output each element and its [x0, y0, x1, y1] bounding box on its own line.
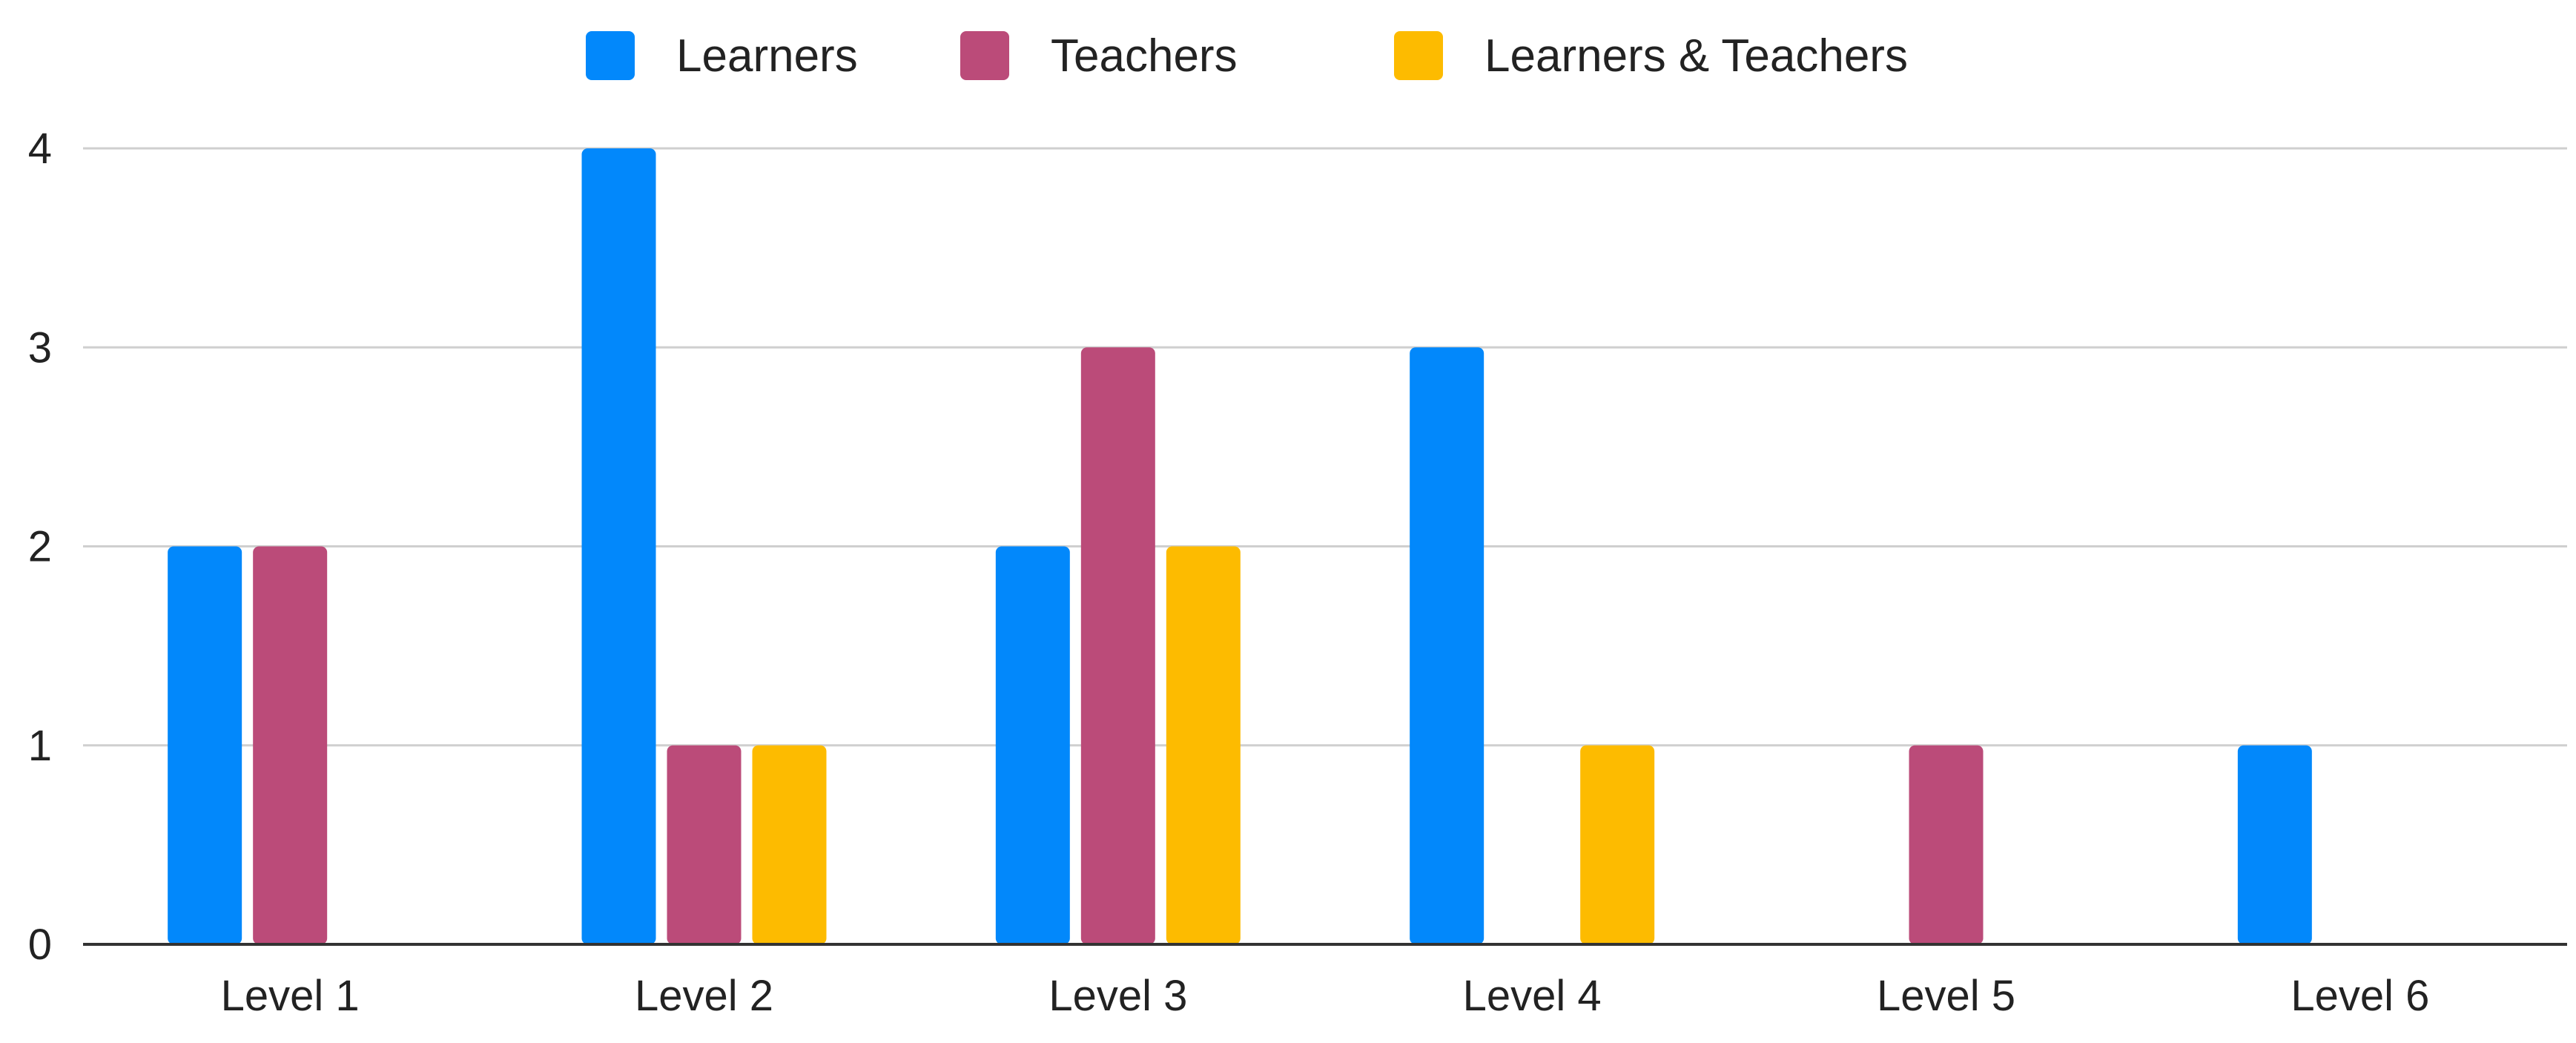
bar: [2237, 745, 2312, 944]
legend-label: Teachers: [1051, 30, 1238, 82]
x-tick-label: Level 2: [635, 972, 773, 1020]
legend-item: Learners & Teachers: [1394, 30, 1908, 82]
grid-lines: [83, 147, 2567, 747]
legend-item: Learners: [586, 30, 858, 82]
y-tick-label: 3: [28, 323, 52, 372]
y-tick-label: 0: [28, 921, 52, 969]
bar: [1410, 347, 1484, 944]
x-tick-label: Level 3: [1048, 972, 1187, 1020]
legend-item: Teachers: [960, 30, 1238, 82]
x-tick-label: Level 4: [1463, 972, 1602, 1020]
legend-swatch: [586, 31, 635, 80]
bar: [1166, 546, 1241, 944]
bar: [168, 546, 242, 944]
bar: [752, 745, 827, 944]
x-tick-label: Level 1: [221, 972, 360, 1020]
bar: [1909, 745, 1984, 944]
y-tick-label: 2: [28, 523, 52, 571]
legend-label: Learners: [676, 30, 858, 82]
x-tick-label: Level 5: [1877, 972, 2015, 1020]
bar: [581, 148, 656, 944]
x-tick-label: Level 6: [2291, 972, 2429, 1020]
y-tick-label: 1: [28, 722, 52, 770]
bar: [1580, 745, 1655, 944]
bar: [667, 745, 742, 944]
legend: Learners Teachers Learners & Teachers: [586, 30, 1908, 82]
legend-swatch: [1394, 31, 1443, 80]
legend-swatch: [960, 31, 1009, 80]
bars: [168, 148, 2312, 944]
legend-label: Learners & Teachers: [1484, 30, 1908, 82]
y-tick-label: 4: [28, 125, 52, 173]
bar: [995, 546, 1070, 944]
y-axis-ticks: 0 1 2 3 4: [28, 125, 52, 969]
bar: [253, 546, 328, 944]
bar: [1080, 347, 1155, 944]
x-axis-ticks: Level 1 Level 2 Level 3 Level 4 Level 5 Level…: [221, 972, 2430, 1020]
